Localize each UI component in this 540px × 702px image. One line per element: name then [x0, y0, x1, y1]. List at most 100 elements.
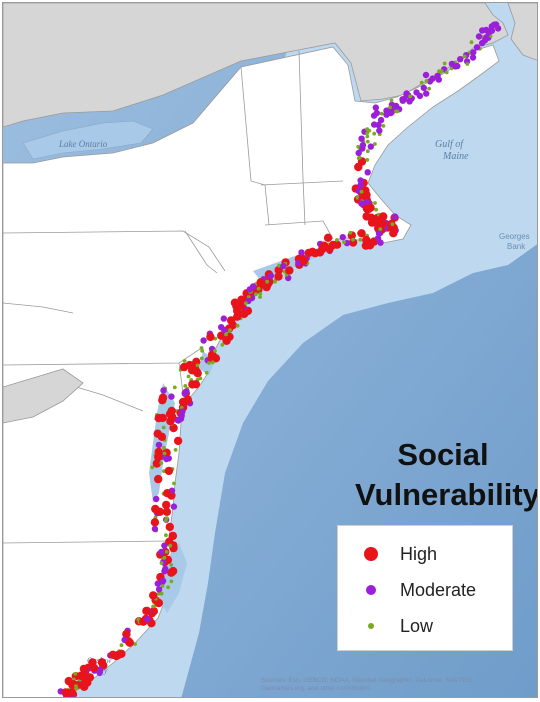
map-canvas[interactable]: Lake Ontario Gulf of Maine Georges Bank … — [3, 3, 538, 698]
marker-low — [151, 604, 156, 609]
marker-high — [154, 413, 163, 423]
marker-moderate — [372, 104, 379, 111]
marker-low — [161, 425, 166, 430]
marker-moderate — [168, 393, 175, 400]
state-borders — [3, 50, 344, 544]
marker-moderate — [391, 213, 399, 220]
marker-moderate — [162, 565, 169, 573]
marker-low — [408, 94, 412, 99]
marker-high — [153, 429, 162, 438]
marker-low — [182, 359, 187, 363]
marker-moderate — [371, 121, 378, 128]
marker-high — [274, 272, 283, 281]
marker-high — [89, 663, 99, 673]
marker-low — [258, 292, 263, 296]
marker-high — [206, 332, 215, 342]
marker-moderate — [422, 71, 430, 79]
marker-high — [79, 664, 89, 674]
marker-moderate — [280, 262, 287, 270]
marker-low — [394, 109, 398, 114]
marker-low — [359, 189, 364, 194]
marker-low — [195, 363, 200, 368]
marker-high — [169, 423, 178, 433]
marker-moderate — [163, 455, 170, 463]
community-markers — [57, 21, 502, 697]
marker-low — [220, 343, 225, 347]
moderate-marker-swatch — [366, 585, 376, 595]
marker-high — [154, 598, 163, 608]
marker-low — [159, 561, 164, 565]
marker-high — [168, 531, 178, 541]
marker-moderate — [357, 177, 364, 184]
marker-high — [155, 507, 165, 516]
marker-low — [150, 465, 155, 470]
marker-high — [179, 362, 189, 372]
marker-low — [162, 446, 166, 450]
marker-moderate — [363, 198, 371, 206]
marker-high — [164, 466, 174, 476]
marker-low — [159, 591, 164, 596]
marker-moderate — [358, 200, 365, 207]
marker-low — [169, 579, 174, 584]
marker-high — [256, 278, 265, 287]
marker-low — [357, 155, 362, 160]
marker-moderate — [339, 234, 346, 241]
marker-low — [374, 207, 378, 212]
marker-low — [156, 592, 161, 596]
marker-low — [210, 360, 215, 365]
marker-high — [149, 591, 158, 600]
marker-low — [273, 279, 277, 284]
marker-high — [165, 522, 174, 532]
marker-low — [348, 230, 353, 235]
gulf-of-maine-label-2: Maine — [442, 151, 469, 162]
marker-low — [379, 111, 384, 116]
marker-low — [200, 349, 205, 353]
high-marker-swatch — [364, 547, 378, 561]
marker-high — [152, 459, 162, 468]
marker-moderate — [179, 408, 186, 415]
marker-high — [188, 380, 197, 389]
legend-label-low: Low — [400, 615, 434, 636]
attribution-line-1: Sources: Esri, GEBCO, NOAA, National Geo… — [261, 677, 474, 684]
marker-low — [199, 346, 204, 350]
marker-moderate — [399, 96, 406, 103]
marker-low — [172, 481, 176, 486]
marker-low — [424, 79, 429, 83]
marker-low — [169, 562, 174, 567]
marker-low — [335, 238, 339, 242]
marker-low — [164, 533, 168, 538]
marker-low — [160, 584, 165, 588]
marker-high — [274, 265, 283, 275]
marker-moderate — [413, 89, 420, 96]
marker-low — [365, 149, 370, 154]
marker-high — [325, 244, 334, 254]
marker-moderate — [420, 84, 427, 92]
marker-high — [166, 417, 175, 426]
marker-high — [117, 649, 126, 658]
marker-moderate — [494, 25, 502, 32]
marker-low — [358, 237, 363, 242]
marker-moderate — [249, 283, 257, 290]
marker-high — [357, 229, 366, 238]
marker-low — [186, 374, 191, 379]
interior-land — [3, 368, 84, 424]
marker-low — [162, 556, 167, 560]
attribution-line-2: Geonames.org, and other contributors — [261, 685, 371, 692]
marker-low — [173, 448, 178, 452]
marker-moderate — [367, 143, 374, 150]
marker-high — [67, 688, 77, 697]
canada-land — [3, 3, 509, 128]
marker-moderate — [96, 666, 104, 673]
marker-high — [167, 406, 176, 416]
marker-moderate — [375, 230, 383, 237]
marker-low — [427, 86, 431, 91]
marker-high — [142, 606, 151, 616]
marker-low — [256, 286, 261, 291]
marker-low — [390, 222, 395, 227]
marker-low — [243, 301, 248, 306]
marker-low — [183, 384, 188, 388]
marker-high — [354, 162, 363, 172]
marker-high — [240, 309, 249, 319]
marker-moderate — [473, 44, 481, 51]
